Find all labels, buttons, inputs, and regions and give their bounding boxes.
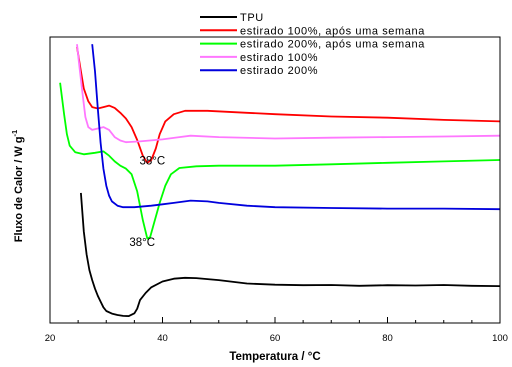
x-tick-label: 40 (157, 333, 168, 344)
series-line-3 (76, 44, 501, 144)
annotations: 38°C 38°C (129, 155, 165, 249)
series-curves (59, 44, 501, 317)
legend-label: estirado 200%, após uma semana (240, 39, 425, 51)
y-axis-label-superscript: -1 (10, 130, 19, 137)
legend-label: estirado 100% (240, 52, 318, 64)
series-line-0 (80, 192, 501, 317)
plot-frame (49, 36, 501, 324)
peak-annotation: 38°C (140, 155, 166, 167)
legend-label: estirado 200% (240, 65, 318, 77)
peak-annotation: 38°C (129, 237, 155, 249)
series-line-1 (76, 46, 501, 164)
y-axis-label-text: Fluxo de Calor / W g (13, 136, 25, 242)
x-tick-label: 60 (270, 333, 281, 344)
legend-label: estirado 100%, após uma semana (240, 25, 425, 37)
series-line-2 (59, 82, 501, 240)
x-tick-label: 20 (45, 333, 56, 344)
series-line-4 (91, 44, 501, 211)
y-axis-label: Fluxo de Calor / W g-1 (10, 130, 25, 242)
x-tick-label: 80 (382, 333, 393, 344)
x-axis-label: Temperatura / °C (229, 351, 320, 363)
x-tick-label: 100 (492, 333, 508, 344)
legend-label: TPU (240, 12, 264, 24)
x-axis-ticks: 20 40 60 80 100 (45, 317, 508, 344)
